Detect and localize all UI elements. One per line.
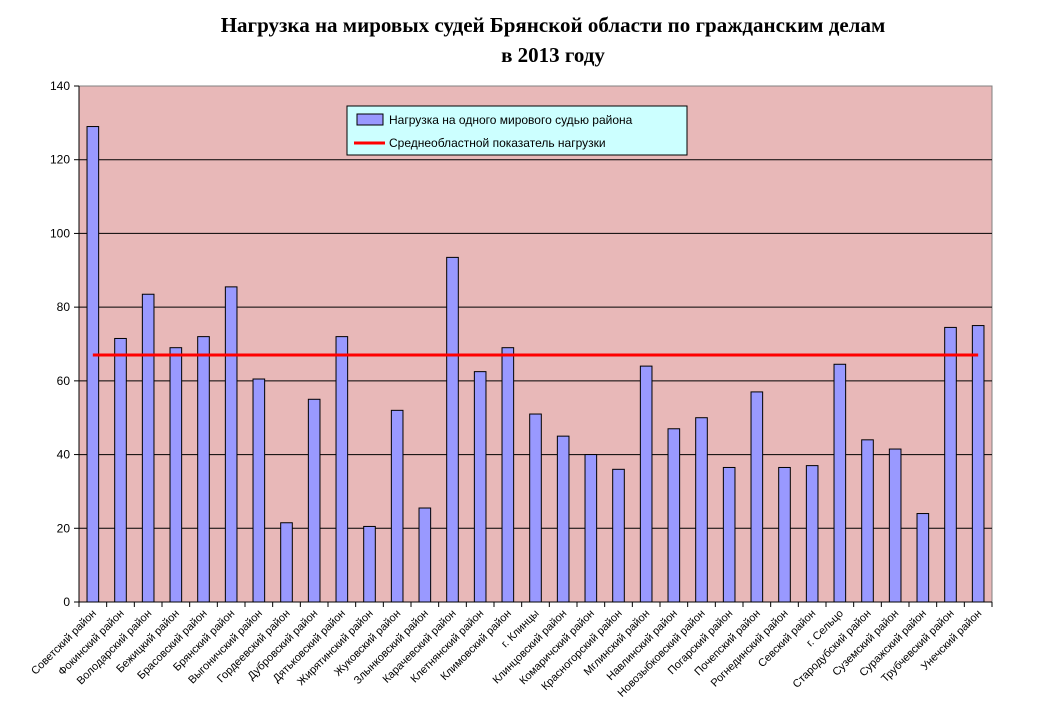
bar — [584, 454, 598, 603]
bar — [501, 347, 515, 603]
y-tick-label: 140 — [50, 79, 70, 93]
bar — [280, 522, 293, 603]
legend: Нагрузка на одного мирового судью района… — [346, 105, 688, 156]
y-tick-label: 0 — [63, 595, 70, 609]
y-tick-label: 40 — [57, 448, 71, 462]
chart-title: Нагрузка на мировых судей Брянской облас… — [0, 10, 1061, 70]
y-tick-label: 120 — [50, 153, 70, 167]
legend-label-bars: Нагрузка на одного мирового судью района — [389, 113, 633, 127]
bar — [529, 413, 542, 603]
bar — [695, 417, 708, 603]
x-axis-ticks — [78, 602, 993, 607]
bar — [778, 466, 791, 603]
chart-title-line-1: Нагрузка на мировых судей Брянской облас… — [220, 13, 886, 37]
bar — [556, 435, 570, 603]
y-tick-label: 20 — [57, 521, 71, 535]
chart-title-line-2: в 2013 году — [501, 43, 605, 67]
bar — [722, 466, 736, 603]
bar — [252, 378, 266, 603]
bar — [861, 439, 874, 603]
bar — [473, 371, 487, 603]
bar — [916, 513, 930, 603]
bar — [418, 507, 432, 603]
y-tick-label: 80 — [57, 300, 71, 314]
bar — [197, 336, 210, 603]
bar — [86, 126, 100, 603]
bar — [805, 465, 819, 603]
bar — [612, 468, 625, 603]
legend-box — [346, 105, 688, 156]
bar — [390, 409, 404, 603]
bar — [667, 428, 681, 603]
bar — [335, 336, 349, 603]
bar — [971, 325, 985, 603]
y-tick-label: 100 — [50, 226, 70, 240]
bar — [750, 391, 764, 603]
bar — [363, 525, 376, 603]
bar — [141, 293, 155, 603]
legend-bar-swatch — [356, 113, 384, 126]
bar — [169, 347, 183, 603]
bar — [446, 256, 459, 603]
bar — [114, 337, 127, 603]
y-tick-label: 60 — [57, 374, 71, 388]
bar — [944, 326, 957, 603]
bar — [639, 365, 653, 603]
y-axis-ticks: 0 20 40 60 80 100 120 140 — [50, 79, 79, 609]
legend-label-average: Среднеобластной показатель нагрузки — [389, 136, 606, 150]
bar — [888, 448, 902, 603]
bar — [307, 398, 321, 603]
bar — [833, 363, 847, 603]
bar — [224, 286, 238, 603]
